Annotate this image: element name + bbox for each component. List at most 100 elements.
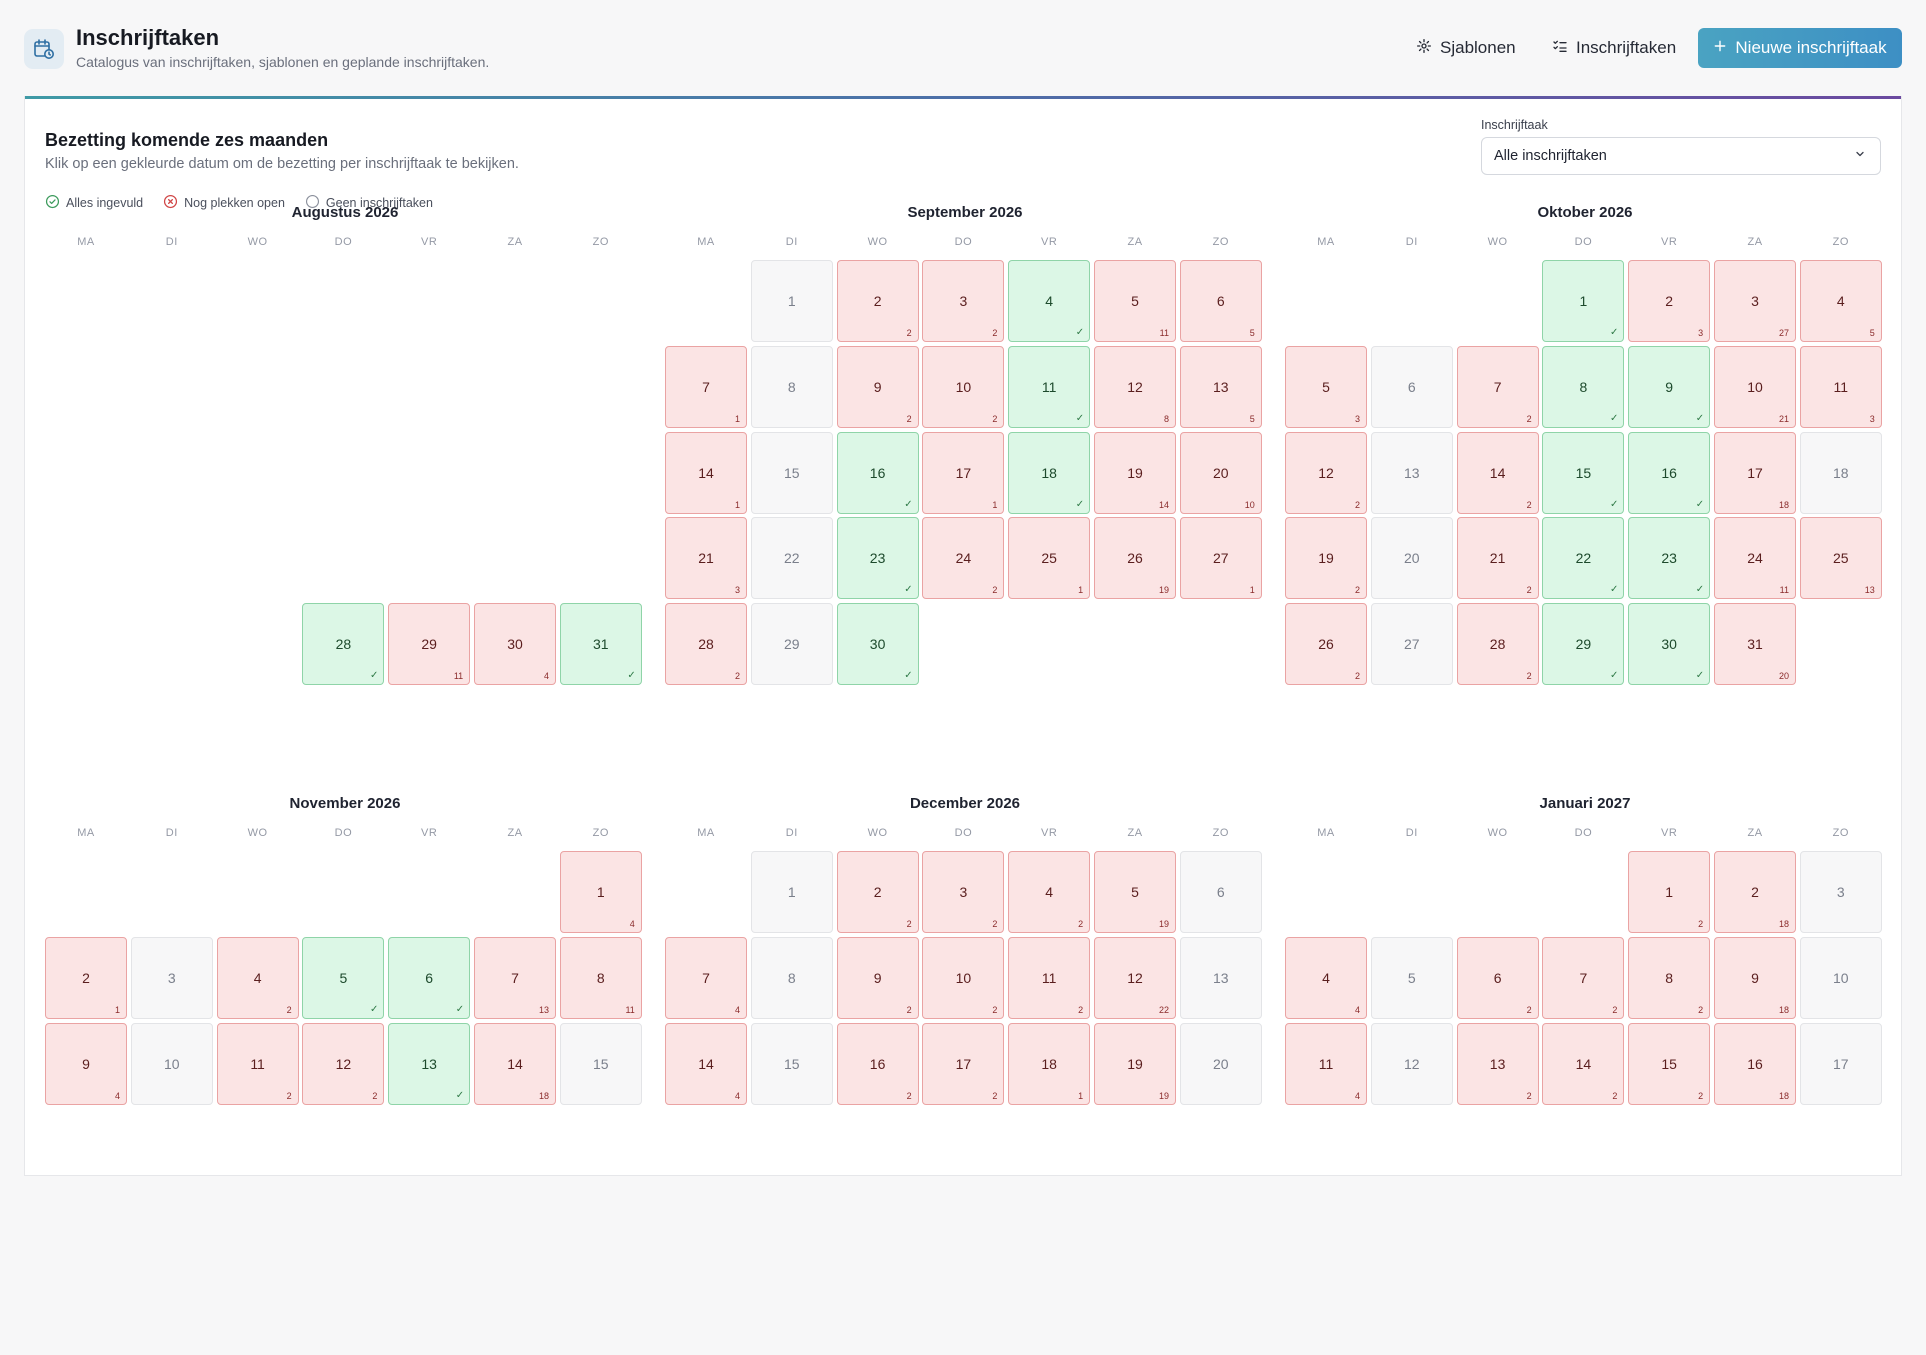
calendar-day[interactable]: 22 ✓ (1542, 517, 1625, 600)
calendar-day[interactable]: 13 5 (1179, 345, 1262, 428)
calendar-day[interactable]: 14 2 (1456, 431, 1539, 514)
calendar-day[interactable]: 17 18 (1714, 431, 1796, 514)
calendar-day[interactable]: 8 (750, 345, 833, 428)
calendar-day[interactable]: 29 ✓ (1542, 603, 1625, 686)
calendar-day[interactable]: 16 ✓ (836, 431, 919, 514)
calendar-day[interactable]: 13 (1370, 431, 1453, 514)
calendar-day[interactable]: 2 18 (1714, 851, 1796, 933)
calendar-day[interactable]: 12 2 (302, 1022, 385, 1105)
calendar-day[interactable]: 31 ✓ (559, 603, 642, 686)
calendar-day[interactable]: 30 ✓ (1628, 603, 1711, 686)
calendar-day[interactable]: 12 8 (1094, 345, 1176, 428)
calendar-day[interactable]: 19 14 (1094, 431, 1176, 514)
calendar-day[interactable]: 7 13 (474, 936, 556, 1019)
calendar-day[interactable]: 28 ✓ (302, 603, 385, 686)
calendar-day[interactable]: 15 (750, 1022, 833, 1105)
calendar-day[interactable]: 1 (750, 260, 833, 342)
calendar-day[interactable]: 30 4 (474, 603, 556, 686)
calendar-day[interactable]: 25 1 (1008, 517, 1091, 600)
calendar-day[interactable]: 11 2 (1008, 936, 1091, 1019)
calendar-day[interactable]: 24 11 (1714, 517, 1796, 600)
calendar-day[interactable]: 9 18 (1714, 936, 1796, 1019)
calendar-day[interactable]: 29 11 (388, 603, 471, 686)
calendar-day[interactable]: 16 2 (836, 1022, 919, 1105)
calendar-day[interactable]: 18 ✓ (1008, 431, 1091, 514)
calendar-day[interactable]: 4 ✓ (1008, 260, 1091, 342)
calendar-day[interactable]: 27 1 (1179, 517, 1262, 600)
calendar-day[interactable]: 12 22 (1094, 936, 1176, 1019)
calendar-day[interactable]: 3 (1799, 851, 1882, 933)
calendar-day[interactable]: 19 2 (1285, 517, 1367, 600)
calendar-day[interactable]: 5 ✓ (302, 936, 385, 1019)
new-task-button[interactable]: Nieuwe inschrijftaak (1698, 28, 1902, 68)
calendar-day[interactable]: 14 4 (665, 1022, 747, 1105)
calendar-day[interactable]: 25 13 (1799, 517, 1882, 600)
calendar-day[interactable]: 15 ✓ (1542, 431, 1625, 514)
calendar-day[interactable]: 10 (1799, 936, 1882, 1019)
calendar-day[interactable]: 26 2 (1285, 603, 1367, 686)
calendar-day[interactable]: 3 (130, 936, 213, 1019)
calendar-day[interactable]: 23 ✓ (836, 517, 919, 600)
calendar-day[interactable]: 29 (750, 603, 833, 686)
calendar-day[interactable]: 10 (130, 1022, 213, 1105)
calendar-day[interactable]: 9 ✓ (1628, 345, 1711, 428)
calendar-day[interactable]: 11 2 (216, 1022, 299, 1105)
calendar-day[interactable]: 21 3 (665, 517, 747, 600)
calendar-day[interactable]: 11 3 (1799, 345, 1882, 428)
calendar-day[interactable]: 15 (559, 1022, 642, 1105)
calendar-day[interactable]: 6 ✓ (388, 936, 471, 1019)
calendar-day[interactable]: 10 2 (922, 936, 1005, 1019)
calendar-day[interactable]: 1 (750, 851, 833, 933)
calendar-day[interactable]: 13 ✓ (388, 1022, 471, 1105)
calendar-day[interactable]: 12 (1370, 1022, 1453, 1105)
calendar-day[interactable]: 11 4 (1285, 1022, 1367, 1105)
calendar-day[interactable]: 20 (1370, 517, 1453, 600)
calendar-day[interactable]: 15 2 (1628, 1022, 1711, 1105)
calendar-day[interactable]: 14 18 (474, 1022, 556, 1105)
calendar-day[interactable]: 17 2 (922, 1022, 1005, 1105)
calendar-day[interactable]: 24 2 (922, 517, 1005, 600)
calendar-day[interactable]: 12 2 (1285, 431, 1367, 514)
calendar-day[interactable]: 27 (1370, 603, 1453, 686)
tasks-button[interactable]: Inschrijftaken (1552, 34, 1676, 62)
calendar-day[interactable]: 8 11 (559, 936, 642, 1019)
calendar-day[interactable]: 14 2 (1542, 1022, 1625, 1105)
calendar-day[interactable]: 5 19 (1094, 851, 1176, 933)
calendar-day[interactable]: 10 2 (922, 345, 1005, 428)
calendar-day[interactable]: 8 (750, 936, 833, 1019)
calendar-day[interactable]: 31 20 (1714, 603, 1796, 686)
calendar-day[interactable]: 17 (1799, 1022, 1882, 1105)
calendar-day[interactable]: 21 2 (1456, 517, 1539, 600)
calendar-day[interactable]: 8 ✓ (1542, 345, 1625, 428)
task-filter-select[interactable]: Alle inschrijftaken (1481, 137, 1881, 175)
calendar-day[interactable]: 26 19 (1094, 517, 1176, 600)
calendar-day[interactable]: 23 ✓ (1628, 517, 1711, 600)
calendar-day[interactable]: 17 1 (922, 431, 1005, 514)
calendar-day[interactable]: 1 ✓ (1542, 260, 1625, 342)
calendar-day[interactable]: 10 21 (1714, 345, 1796, 428)
calendar-day[interactable]: 13 (1179, 936, 1262, 1019)
calendar-day[interactable]: 16 ✓ (1628, 431, 1711, 514)
calendar-day[interactable]: 22 (750, 517, 833, 600)
